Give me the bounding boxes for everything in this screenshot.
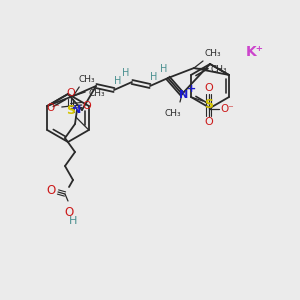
Text: O⁻: O⁻ [220, 104, 234, 114]
Text: H: H [160, 64, 168, 74]
Text: CH₃: CH₃ [89, 89, 106, 98]
Text: CH₃: CH₃ [211, 65, 227, 74]
Text: N: N [179, 90, 189, 100]
Text: O: O [46, 184, 56, 196]
Text: O: O [64, 206, 74, 218]
Text: +: + [186, 84, 196, 94]
Text: O⁻: O⁻ [46, 103, 60, 113]
Text: CH₃: CH₃ [165, 109, 181, 118]
Text: K⁺: K⁺ [246, 45, 264, 59]
Text: CH₃: CH₃ [79, 74, 95, 83]
Text: N: N [72, 105, 82, 115]
Text: O: O [205, 117, 213, 127]
Text: O: O [205, 83, 213, 93]
Text: O: O [82, 101, 91, 111]
Text: H: H [69, 216, 77, 226]
Text: S: S [204, 98, 213, 112]
Text: S: S [66, 103, 75, 116]
Text: H: H [150, 72, 158, 82]
Text: H: H [122, 68, 130, 78]
Text: H: H [114, 76, 122, 86]
Text: O: O [66, 88, 75, 98]
Text: CH₃: CH₃ [205, 50, 221, 58]
